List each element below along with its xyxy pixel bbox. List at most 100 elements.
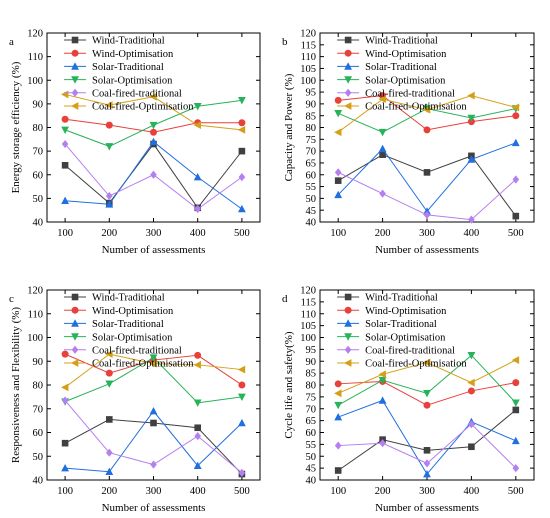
data-point [334, 380, 342, 388]
series-solar-traditional [334, 396, 520, 478]
data-point [194, 424, 201, 432]
data-point [149, 407, 158, 415]
y-axis-title: Energy storage efficiency (%) [10, 61, 22, 193]
series-solar-optimisation [61, 97, 246, 151]
data-point [467, 352, 476, 360]
y-tick-label: 120 [300, 286, 316, 297]
y-tick-label: 40 [33, 218, 44, 229]
legend-label: Solar-Traditional [92, 319, 164, 330]
data-point [238, 173, 246, 182]
y-tick-label: 50 [306, 452, 317, 463]
legend-marker [344, 88, 352, 97]
x-axis-title: Number of assessments [375, 502, 479, 514]
y-tick-label: 105 [300, 64, 316, 75]
data-point [511, 399, 520, 407]
series-coal-fired-traditional [61, 139, 246, 214]
x-tick-label: 500 [234, 228, 250, 239]
data-point [512, 464, 520, 473]
data-point [423, 401, 431, 409]
y-tick-label: 95 [306, 345, 317, 356]
y-tick-label: 110 [301, 309, 316, 320]
x-tick-label: 100 [57, 486, 73, 497]
data-point [238, 147, 246, 155]
y-tick-label: 50 [306, 194, 317, 205]
data-point [61, 383, 69, 392]
series-solar-traditional [61, 407, 246, 475]
legend-marker [70, 102, 79, 110]
legend: Wind-Traditional Wind-Optimisation Solar-T… [64, 293, 194, 370]
y-tick-label: 70 [33, 147, 44, 158]
x-tick-label: 300 [146, 228, 162, 239]
data-point [468, 443, 475, 451]
legend-marker [344, 333, 353, 341]
data-point [379, 189, 386, 198]
y-tick-label: 110 [28, 52, 43, 63]
y-tick-label: 110 [301, 52, 316, 63]
series-solar-optimisation [334, 352, 520, 410]
y-tick-label: 40 [306, 476, 317, 487]
legend-label: Solar-Optimisation [92, 332, 173, 343]
y-tick-label: 100 [300, 333, 316, 344]
data-point [422, 358, 431, 367]
data-point [467, 387, 475, 395]
legend-marker [344, 102, 352, 110]
y-tick-label: 90 [306, 99, 317, 110]
y-tick-label: 85 [306, 369, 317, 380]
legend-marker [71, 36, 79, 44]
legend-label: Wind-Optimisation [365, 49, 447, 60]
data-point [193, 102, 202, 111]
x-tick-label: 200 [101, 228, 117, 239]
panel-b: 4045505560657075808590951001051101151201… [282, 29, 535, 256]
y-tick-label: 80 [33, 123, 44, 134]
data-point [334, 177, 342, 184]
legend-label: Coal-fired-traditional [365, 89, 455, 100]
data-point [61, 139, 69, 149]
data-point [379, 439, 386, 448]
panel-label: c [9, 293, 14, 305]
data-point [512, 212, 520, 220]
data-point [511, 138, 520, 147]
legend: Wind-Traditional Wind-Optimisation Solar-T… [64, 36, 194, 113]
data-point [423, 210, 431, 220]
legend-label: Coal-fired-traditional [365, 346, 455, 357]
y-tick-label: 105 [300, 321, 316, 332]
data-point [334, 190, 343, 199]
legend-label: Coal-fired-Optimisation [92, 102, 194, 113]
x-tick-label: 200 [101, 486, 117, 497]
data-point [61, 350, 69, 358]
y-tick-label: 115 [301, 40, 316, 51]
legend-label: Wind-Optimisation [92, 49, 174, 60]
data-point [105, 101, 113, 109]
legend-marker [70, 359, 79, 367]
legend-label: Solar-Optimisation [365, 75, 446, 86]
data-point [193, 121, 201, 130]
data-point [334, 128, 342, 137]
x-tick-label: 300 [419, 486, 435, 497]
panel-c: 40 50 60 70 80 90 100 110 120 100 200 300 400 500 Numb… [9, 286, 261, 514]
data-point [61, 162, 69, 169]
y-tick-label: 80 [306, 381, 317, 392]
data-point [194, 351, 202, 359]
y-tick-label: 50 [33, 194, 44, 205]
data-point [149, 137, 158, 145]
data-point [468, 215, 475, 224]
data-point [105, 467, 114, 475]
x-axis-title: Number of assessments [102, 244, 206, 256]
y-tick-label: 70 [33, 404, 44, 415]
y-tick-label: 65 [306, 159, 317, 170]
data-point [105, 143, 114, 151]
x-axis-title: Number of assessments [375, 244, 479, 256]
series-coal-fired-optimisation [334, 356, 520, 398]
data-point [194, 204, 201, 214]
y-tick-label: 40 [33, 476, 44, 487]
y-tick-label: 45 [306, 206, 317, 217]
data-point [105, 350, 113, 359]
y-tick-label: 55 [306, 440, 317, 451]
legend-label: Coal-fired-Optimisation [365, 359, 467, 370]
legend-label: Solar-Traditional [92, 62, 164, 73]
series-coal-fired-optimisation [61, 350, 246, 392]
legend-label: Wind-Optimisation [365, 306, 447, 317]
data-point [238, 119, 246, 127]
x-tick-label: 400 [190, 486, 206, 497]
legend-label: Wind-Traditional [365, 36, 438, 47]
